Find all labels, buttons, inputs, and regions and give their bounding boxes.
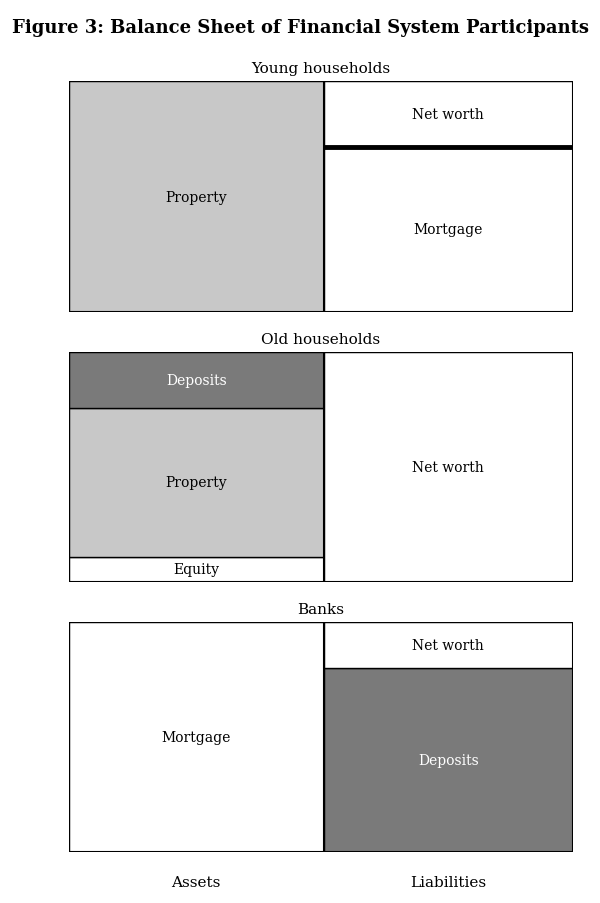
- Bar: [323, 622, 573, 668]
- Text: Figure 3: Balance Sheet of Financial System Participants: Figure 3: Balance Sheet of Financial Sys…: [11, 19, 589, 37]
- Bar: [69, 622, 323, 852]
- Text: Mortgage: Mortgage: [413, 223, 483, 237]
- Text: Net worth: Net worth: [412, 461, 484, 474]
- Text: Deposits: Deposits: [418, 753, 479, 768]
- Text: Liabilities: Liabilities: [410, 875, 487, 889]
- Text: Young households: Young households: [251, 62, 391, 76]
- Bar: [323, 148, 573, 312]
- Text: Mortgage: Mortgage: [161, 731, 231, 744]
- Bar: [69, 82, 323, 312]
- Bar: [69, 352, 323, 408]
- Text: Old households: Old households: [262, 332, 380, 346]
- Text: Deposits: Deposits: [166, 373, 227, 387]
- Text: Net worth: Net worth: [412, 638, 484, 652]
- Text: Banks: Banks: [298, 602, 344, 616]
- Text: Net worth: Net worth: [412, 108, 484, 122]
- Bar: [69, 408, 323, 557]
- Bar: [69, 557, 323, 582]
- Bar: [323, 668, 573, 852]
- Text: Assets: Assets: [172, 875, 221, 889]
- Bar: [323, 82, 573, 148]
- Text: Property: Property: [166, 476, 227, 489]
- Text: Equity: Equity: [173, 563, 219, 577]
- Text: Property: Property: [166, 191, 227, 204]
- Bar: [323, 352, 573, 582]
